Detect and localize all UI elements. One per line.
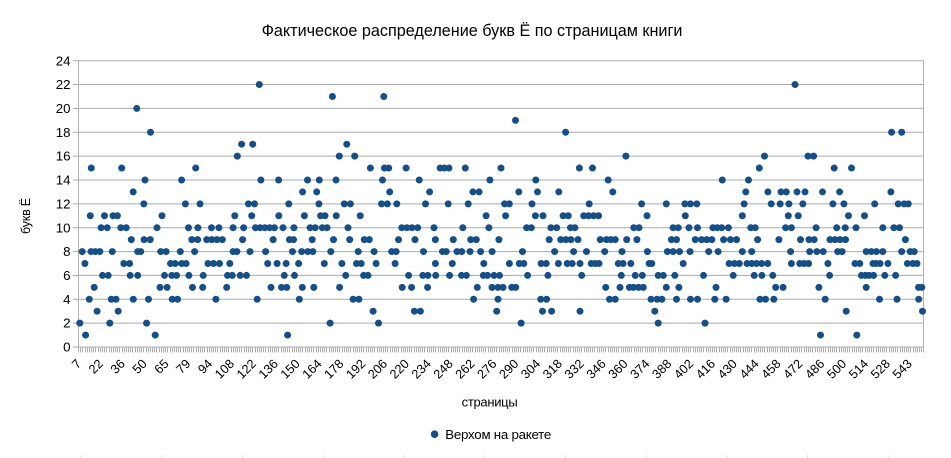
svg-text:12: 12 <box>56 196 71 211</box>
svg-text:4: 4 <box>63 292 70 307</box>
svg-text:22: 22 <box>56 77 71 92</box>
svg-text:0: 0 <box>63 340 70 355</box>
svg-text:6: 6 <box>63 268 70 283</box>
svg-text:Верхом на ракете: Верхом на ракете <box>445 427 551 442</box>
svg-text:Фактическое распределение букв: Фактическое распределение букв Ё по стра… <box>262 22 683 40</box>
svg-text:24: 24 <box>56 53 71 68</box>
svg-text:страницы: страницы <box>462 394 518 409</box>
svg-text:8: 8 <box>63 244 70 259</box>
svg-text:10: 10 <box>56 220 71 235</box>
svg-text:18: 18 <box>56 125 71 140</box>
svg-text:16: 16 <box>56 149 71 164</box>
svg-text:14: 14 <box>56 173 71 188</box>
svg-text:2: 2 <box>63 316 70 331</box>
svg-text:20: 20 <box>56 101 71 116</box>
svg-text:букв Ё: букв Ё <box>19 198 33 234</box>
